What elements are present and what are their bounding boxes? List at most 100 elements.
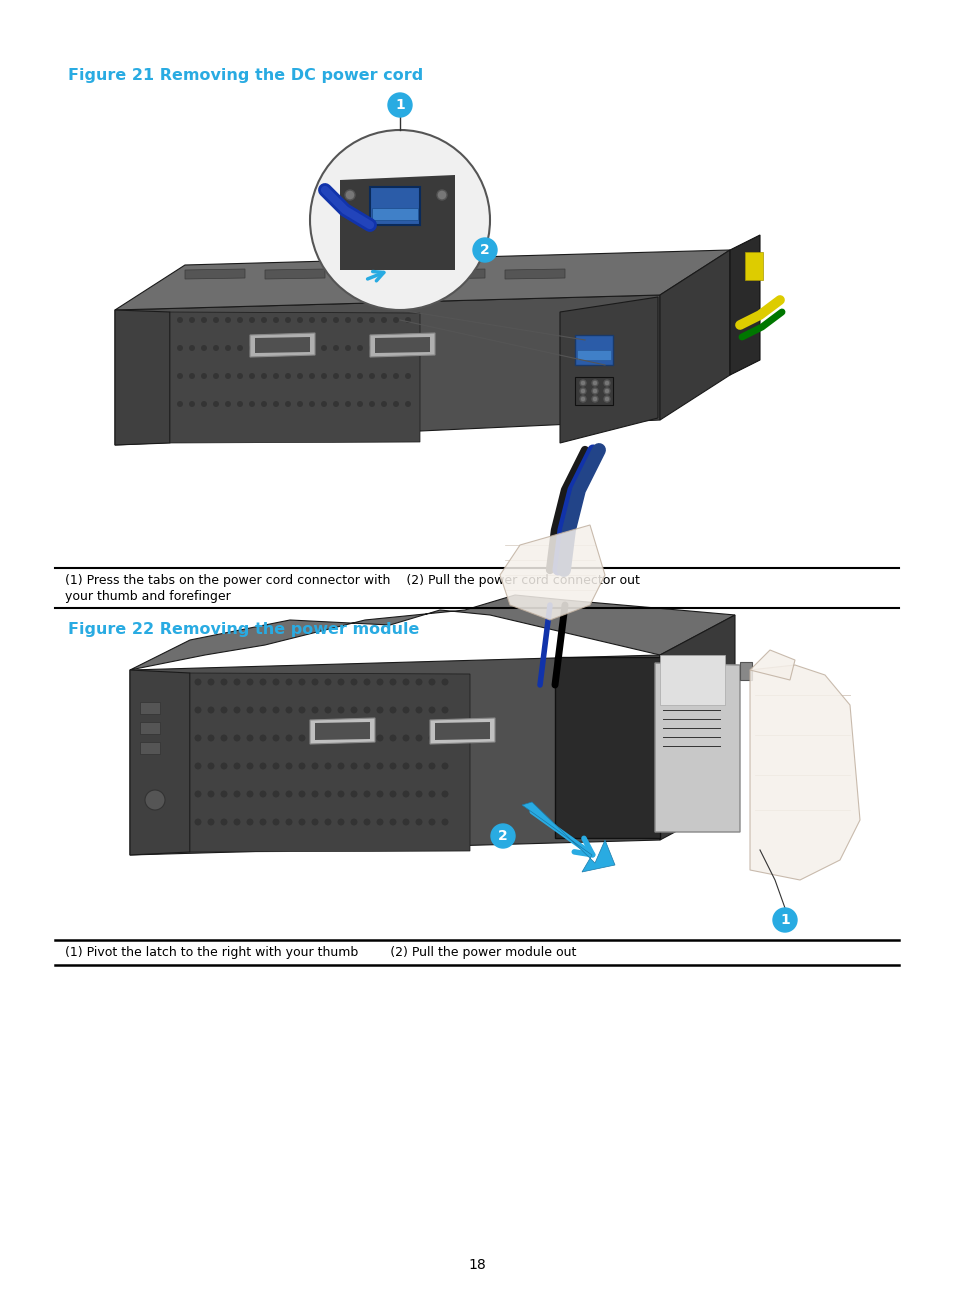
Circle shape xyxy=(369,318,375,323)
Polygon shape xyxy=(659,616,734,840)
Text: 1: 1 xyxy=(395,98,404,111)
Circle shape xyxy=(416,819,422,826)
Circle shape xyxy=(369,400,375,407)
Circle shape xyxy=(194,791,201,797)
Circle shape xyxy=(603,397,609,402)
Circle shape xyxy=(350,762,357,770)
Circle shape xyxy=(402,791,409,797)
Circle shape xyxy=(416,762,422,770)
Circle shape xyxy=(441,762,448,770)
Circle shape xyxy=(324,735,331,741)
Circle shape xyxy=(189,400,194,407)
Polygon shape xyxy=(521,802,615,872)
Bar xyxy=(140,743,160,754)
Circle shape xyxy=(201,345,207,351)
Circle shape xyxy=(285,400,291,407)
Polygon shape xyxy=(435,722,490,740)
Circle shape xyxy=(603,380,609,386)
Circle shape xyxy=(579,388,585,394)
Circle shape xyxy=(246,679,253,686)
Circle shape xyxy=(324,791,331,797)
Circle shape xyxy=(393,345,398,351)
Circle shape xyxy=(273,819,279,826)
Circle shape xyxy=(405,345,411,351)
Circle shape xyxy=(350,819,357,826)
Circle shape xyxy=(273,400,278,407)
Circle shape xyxy=(233,735,240,741)
Circle shape xyxy=(592,388,598,394)
Polygon shape xyxy=(339,175,455,270)
Circle shape xyxy=(285,706,293,714)
Circle shape xyxy=(233,791,240,797)
Circle shape xyxy=(603,388,609,394)
Text: your thumb and forefinger: your thumb and forefinger xyxy=(65,590,231,603)
Circle shape xyxy=(246,791,253,797)
Circle shape xyxy=(363,735,370,741)
Circle shape xyxy=(363,706,370,714)
Circle shape xyxy=(402,762,409,770)
Circle shape xyxy=(177,400,183,407)
Circle shape xyxy=(441,735,448,741)
Circle shape xyxy=(416,679,422,686)
Circle shape xyxy=(337,819,344,826)
Circle shape xyxy=(194,679,201,686)
Circle shape xyxy=(363,762,370,770)
Text: Figure 22 Removing the power module: Figure 22 Removing the power module xyxy=(68,622,419,638)
Circle shape xyxy=(259,791,266,797)
Circle shape xyxy=(350,679,357,686)
Circle shape xyxy=(177,318,183,323)
Circle shape xyxy=(273,762,279,770)
Circle shape xyxy=(369,373,375,378)
Polygon shape xyxy=(375,337,430,353)
Circle shape xyxy=(441,791,448,797)
Polygon shape xyxy=(499,525,604,619)
Polygon shape xyxy=(749,651,794,680)
Circle shape xyxy=(220,762,227,770)
Circle shape xyxy=(189,373,194,378)
Circle shape xyxy=(345,318,351,323)
Circle shape xyxy=(208,735,214,741)
Circle shape xyxy=(225,400,231,407)
Circle shape xyxy=(225,345,231,351)
Polygon shape xyxy=(170,312,419,443)
Text: (1) Press the tabs on the power cord connector with    (2) Pull the power cord c: (1) Press the tabs on the power cord con… xyxy=(65,574,639,587)
Circle shape xyxy=(233,819,240,826)
Circle shape xyxy=(369,345,375,351)
Circle shape xyxy=(298,762,305,770)
Circle shape xyxy=(350,791,357,797)
Text: 1: 1 xyxy=(780,912,789,927)
Circle shape xyxy=(189,345,194,351)
Circle shape xyxy=(249,373,254,378)
Polygon shape xyxy=(424,270,484,279)
Polygon shape xyxy=(749,665,859,880)
Bar xyxy=(659,654,724,705)
Circle shape xyxy=(389,679,396,686)
Polygon shape xyxy=(729,235,760,375)
Circle shape xyxy=(441,706,448,714)
Circle shape xyxy=(337,791,344,797)
Text: 2: 2 xyxy=(479,244,489,257)
Circle shape xyxy=(177,373,183,378)
Circle shape xyxy=(320,400,327,407)
Circle shape xyxy=(376,679,383,686)
Circle shape xyxy=(296,345,303,351)
Text: 18: 18 xyxy=(468,1258,485,1271)
Circle shape xyxy=(428,819,435,826)
Circle shape xyxy=(236,318,243,323)
Circle shape xyxy=(273,706,279,714)
Circle shape xyxy=(333,373,338,378)
Polygon shape xyxy=(254,337,310,353)
Circle shape xyxy=(246,706,253,714)
Polygon shape xyxy=(555,657,659,839)
Circle shape xyxy=(233,706,240,714)
Circle shape xyxy=(259,735,266,741)
Circle shape xyxy=(246,819,253,826)
Circle shape xyxy=(320,318,327,323)
Circle shape xyxy=(233,679,240,686)
Circle shape xyxy=(285,345,291,351)
Circle shape xyxy=(376,735,383,741)
Circle shape xyxy=(236,400,243,407)
Circle shape xyxy=(337,679,344,686)
Circle shape xyxy=(389,735,396,741)
Circle shape xyxy=(309,345,314,351)
